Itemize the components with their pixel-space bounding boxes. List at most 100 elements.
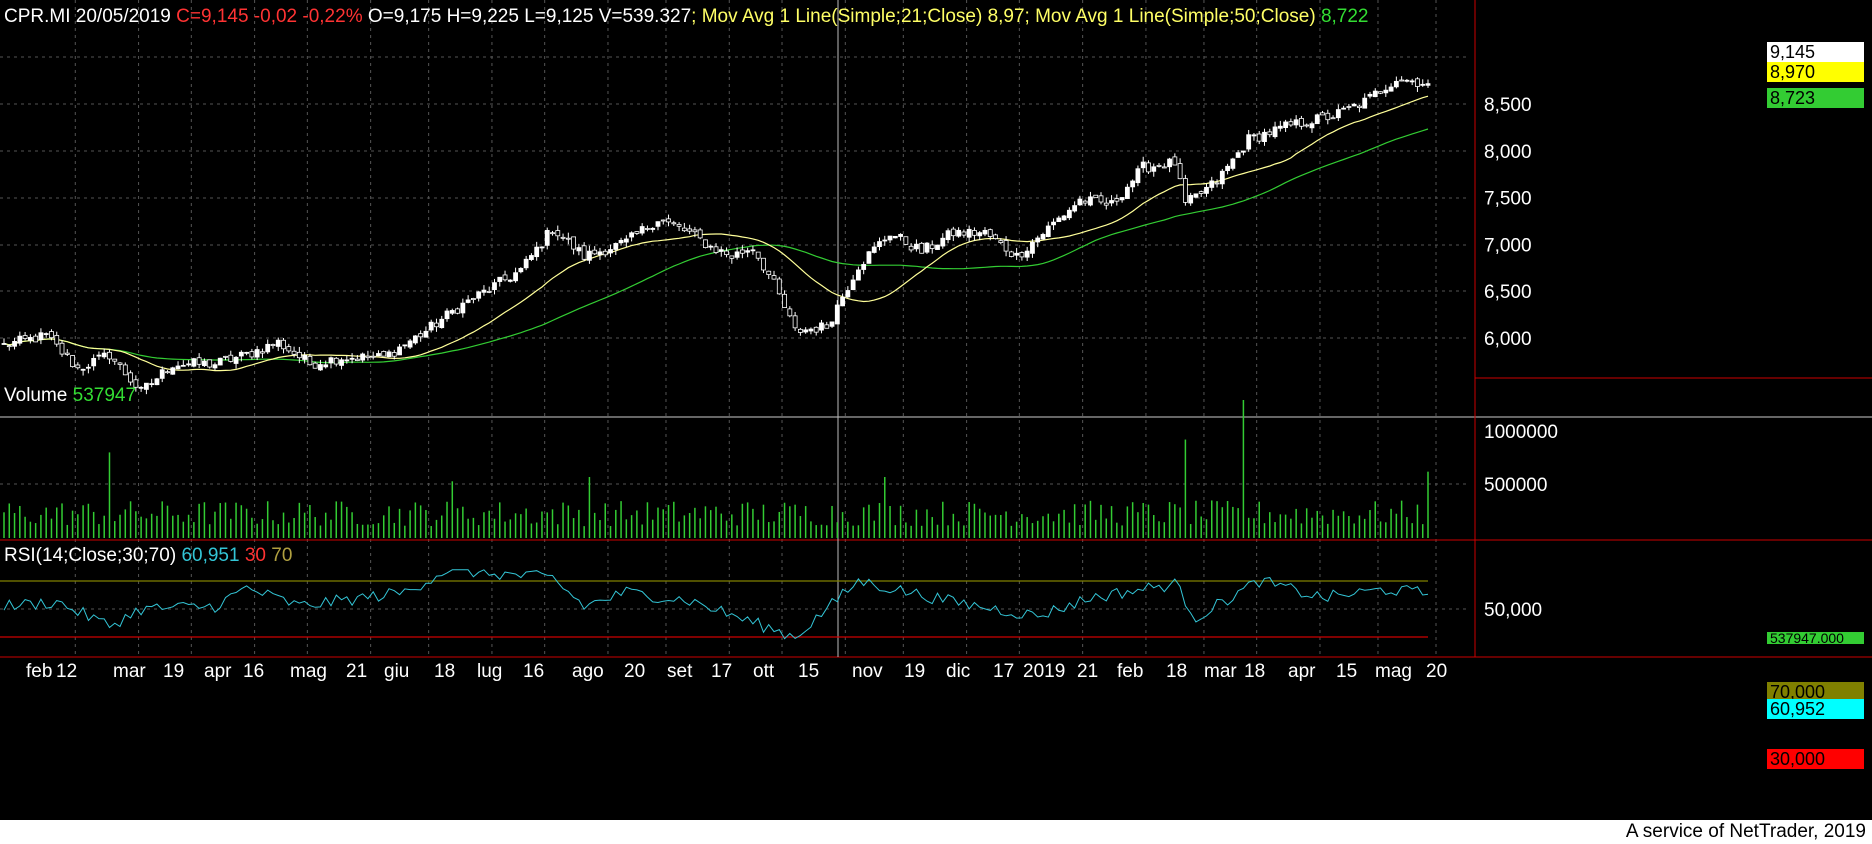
candle-body: [54, 335, 60, 345]
candle-body: [1204, 186, 1209, 194]
candle-body: [1362, 97, 1368, 109]
candle-body: [1409, 80, 1415, 83]
candle-body: [281, 339, 286, 350]
candle-body: [91, 357, 97, 367]
candle-body: [718, 249, 724, 252]
x-tick-label: giu: [384, 661, 409, 682]
x-tick-label: 15: [798, 661, 819, 682]
candle-body: [33, 335, 39, 343]
candle-body: [1277, 125, 1283, 129]
candle-body: [935, 244, 940, 250]
candle-body: [228, 354, 234, 362]
candle-body: [803, 329, 809, 333]
x-tick-label: 19: [904, 661, 925, 682]
x-tick-label: mag: [1375, 661, 1412, 682]
candle-body: [291, 350, 297, 355]
candle-body: [249, 351, 255, 358]
candle-body: [587, 250, 592, 261]
candle-body: [703, 239, 708, 249]
candle-body: [734, 251, 740, 258]
candle-body: [1114, 198, 1120, 202]
candle-body: [1193, 193, 1199, 198]
candle-body: [1241, 150, 1246, 153]
candle-body: [1109, 200, 1114, 204]
candle-body: [1088, 196, 1093, 206]
candle-body: [64, 352, 70, 355]
ma50-value: 8,722: [1320, 6, 1369, 27]
candle-body: [1235, 152, 1241, 158]
candle-body: [1219, 170, 1225, 185]
footer-credit: A service of NetTrader, 2019: [1625, 821, 1866, 842]
x-tick-label: 12: [56, 661, 77, 682]
candle-body: [961, 231, 967, 236]
candle-body: [344, 359, 350, 362]
candle-body: [154, 378, 160, 386]
candle-body: [1267, 131, 1273, 136]
change-text: C=9,145 -0,02 -0,22%: [176, 6, 363, 27]
price-tick-label: 7,000: [1484, 235, 1532, 256]
candle-body: [618, 239, 624, 244]
candle-body: [1251, 134, 1257, 137]
x-tick-label: 20: [624, 661, 645, 682]
candle-body: [439, 318, 445, 329]
candle-body: [766, 270, 772, 275]
candle-body: [275, 339, 281, 347]
candle-body: [671, 222, 677, 225]
candle-body: [761, 257, 766, 271]
candle-body: [339, 359, 344, 366]
candle-body: [1372, 90, 1378, 98]
candle-body: [1325, 112, 1331, 121]
candle-body: [898, 233, 903, 237]
candle-body: [877, 241, 882, 248]
candle-body: [1330, 117, 1336, 120]
candle-body: [850, 279, 856, 290]
candle-body: [1420, 83, 1426, 86]
x-tick-label: ago: [572, 661, 604, 682]
candle-body: [1103, 202, 1109, 206]
candle-body: [318, 364, 323, 371]
candle-body: [1283, 121, 1288, 129]
candle-body: [882, 239, 888, 242]
candle-body: [1177, 163, 1183, 180]
candle-body: [771, 275, 777, 280]
candle-body: [12, 341, 17, 347]
candle-body: [1072, 205, 1078, 212]
candle-body: [892, 235, 898, 239]
candle-body: [1040, 234, 1046, 240]
candle-body: [940, 237, 946, 247]
chart-svg[interactable]: 6,000 6,500 7,000 7,500 8,000 8,500 500000 1000…: [0, 0, 1872, 820]
candle-body: [434, 322, 439, 328]
candle-body: [1346, 106, 1352, 108]
candle-body: [1119, 197, 1125, 201]
candle-body: [1246, 134, 1252, 150]
candle-body: [1378, 91, 1383, 94]
candle-body: [1214, 182, 1220, 185]
candle-body: [333, 357, 339, 365]
ohlcv-text: O=9,175 H=9,225 L=9,125 V=539.327: [367, 6, 692, 27]
candle-body: [260, 351, 265, 354]
date: 20/05/2019: [75, 6, 171, 27]
candle-body: [1077, 198, 1083, 206]
candle-body: [813, 326, 819, 333]
candle-body: [987, 229, 993, 237]
candle-body: [397, 346, 402, 356]
candle-body: [1045, 225, 1051, 237]
ma21-price-box: 8,970: [1767, 62, 1864, 82]
x-tick-label: ott: [753, 661, 775, 682]
candle-body: [497, 276, 503, 282]
x-tick-label: set: [667, 661, 693, 682]
candle-body: [217, 357, 223, 366]
candle-body: [470, 298, 476, 300]
candle-body: [354, 358, 360, 361]
x-tick-label: 2019: [1023, 661, 1065, 682]
candle-body: [1146, 162, 1151, 173]
candle-body: [629, 232, 635, 238]
candle-body: [1051, 221, 1056, 226]
symbol: CPR.MI: [4, 6, 71, 27]
candle-body: [739, 249, 745, 254]
candle-body: [202, 360, 207, 367]
candle-body: [945, 230, 951, 241]
candle-body: [1167, 158, 1172, 168]
rsi-low-level: 30: [244, 545, 266, 566]
x-tick-label: 17: [711, 661, 732, 682]
